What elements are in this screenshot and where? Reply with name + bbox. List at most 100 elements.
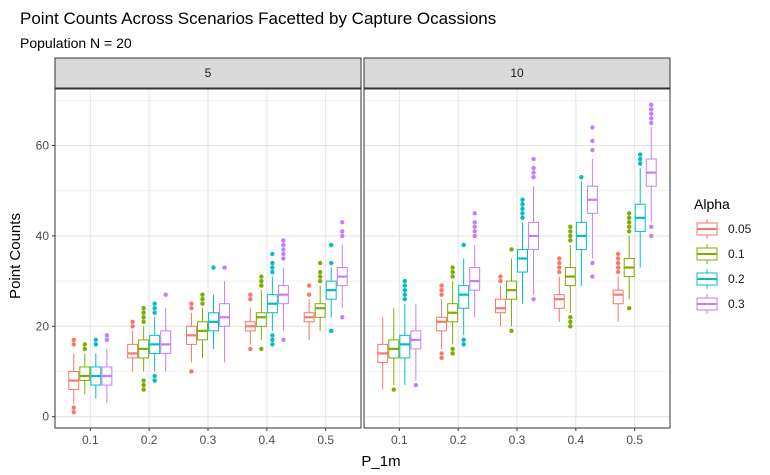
box-0.3-0.05 <box>494 274 506 327</box>
box-0.3-0.1 <box>506 247 517 334</box>
outlier-point <box>568 229 573 234</box>
facet-strip <box>363 57 671 89</box>
outlier-point <box>340 315 345 320</box>
outlier-point <box>557 260 562 266</box>
outlier-point <box>649 224 654 230</box>
outlier-point <box>531 156 536 162</box>
outlier-point <box>104 337 110 343</box>
box-0.1-0.2 <box>399 278 411 386</box>
outlier-point <box>152 373 157 379</box>
box-0.4-0.2 <box>266 251 278 347</box>
outlier-point <box>248 346 253 352</box>
box-0.4-0.05 <box>553 256 565 322</box>
box-0.1-0.3 <box>410 303 422 388</box>
chart-title: Point Counts Across Scenarios Facetted b… <box>20 9 496 28</box>
outlier-point <box>590 147 595 153</box>
outlier-point <box>626 224 632 230</box>
legend: Alpha 0.05 0.1 0.2 0.3 <box>694 196 752 315</box>
box-0.4-0.05 <box>244 292 256 352</box>
outlier-point <box>450 274 455 279</box>
facet-strip-label: 10 <box>510 66 524 80</box>
outlier-point <box>615 251 621 257</box>
x-tick-label: 0.3 <box>509 433 526 447</box>
outlier-point <box>568 315 573 320</box>
outlier-point <box>317 274 323 279</box>
outlier-point <box>306 283 312 288</box>
outlier-point <box>281 337 286 343</box>
outlier-point <box>450 346 455 352</box>
outlier-point <box>439 351 444 356</box>
outlier-point <box>259 346 264 352</box>
outlier-point <box>498 274 503 279</box>
box-body <box>458 285 470 309</box>
outlier-point <box>568 233 573 239</box>
outlier-point <box>626 229 632 234</box>
outlier-point <box>461 242 466 248</box>
outlier-point <box>649 116 654 121</box>
outlier-point <box>402 296 408 302</box>
outlier-point <box>472 224 477 230</box>
outlier-point <box>509 247 514 252</box>
outlier-point <box>531 296 536 302</box>
outlier-point <box>520 206 525 211</box>
y-tick-label: 20 <box>36 319 50 333</box>
outlier-point <box>329 328 334 334</box>
box-0.2-0.1 <box>138 306 150 392</box>
outlier-point <box>590 260 595 266</box>
outlier-point <box>638 161 643 166</box>
outlier-point <box>340 229 345 234</box>
outlier-point <box>71 409 76 415</box>
outlier-point <box>615 265 621 270</box>
outlier-point <box>461 337 466 343</box>
facet-strip <box>54 57 362 89</box>
outlier-point <box>557 256 562 261</box>
outlier-point <box>568 319 573 324</box>
outlier-point <box>531 174 536 180</box>
legend-label: 0.2 <box>728 272 745 286</box>
outlier-point <box>520 211 525 216</box>
outlier-point <box>402 283 408 288</box>
box-body <box>553 294 565 309</box>
box-body <box>469 267 481 291</box>
outlier-point <box>340 233 345 239</box>
outlier-point <box>270 333 275 338</box>
y-axis: 0 20 40 60 <box>36 139 55 424</box>
outlier-point <box>222 265 227 270</box>
box-0.2-0.3 <box>469 211 481 318</box>
outlier-point <box>568 238 573 243</box>
box-0.1-0.2 <box>90 337 102 399</box>
outlier-point <box>568 224 573 230</box>
outlier-point <box>520 197 525 202</box>
box-body <box>314 303 326 318</box>
box-0.4-0.1 <box>255 274 267 352</box>
outlier-point <box>152 378 157 383</box>
y-tick-label: 40 <box>36 229 50 243</box>
outlier-point <box>317 269 323 275</box>
chart-subtitle: Population N = 20 <box>20 35 132 51</box>
outlier-point <box>71 405 76 410</box>
outlier-point <box>317 260 323 266</box>
outlier-point <box>270 269 275 275</box>
legend-label: 0.3 <box>728 297 745 311</box>
x-tick-label: 0.1 <box>82 433 99 447</box>
box-0.2-0.1 <box>447 265 459 356</box>
box-body <box>612 289 624 305</box>
outlier-point <box>450 269 455 275</box>
outlier-point <box>568 324 573 329</box>
outlier-point <box>163 292 168 297</box>
box-0.3-0.1 <box>197 292 208 358</box>
outlier-point <box>130 324 135 329</box>
outlier-point <box>270 265 275 270</box>
outlier-point <box>402 278 408 284</box>
y-tick-label: 0 <box>42 410 49 424</box>
x-tick-label: 0.5 <box>317 433 334 447</box>
x-tick-label: 0.4 <box>568 433 585 447</box>
outlier-point <box>450 351 455 356</box>
outlier-point <box>472 233 477 239</box>
box-0.5-0.2 <box>325 242 337 334</box>
outlier-point <box>615 260 621 266</box>
x-axis-title: P_1m <box>361 453 400 470</box>
box-0.4-0.1 <box>564 224 576 329</box>
outlier-point <box>82 346 87 352</box>
outlier-point <box>152 301 157 306</box>
